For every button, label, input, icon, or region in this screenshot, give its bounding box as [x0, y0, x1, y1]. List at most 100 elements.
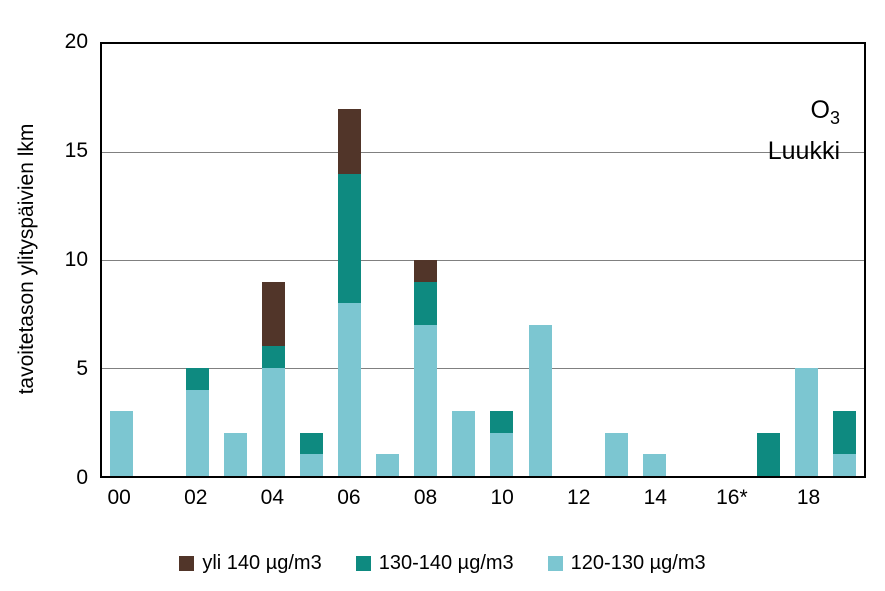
bar-slot-07 [369, 44, 407, 476]
bar-slot-09 [445, 44, 483, 476]
x-tick-spacer [445, 486, 483, 510]
bar-segment-04-yli 140 µg/m3 [261, 281, 285, 347]
y-tick-0: 0 [76, 466, 88, 489]
legend-swatch-icon [179, 556, 195, 571]
bar-slot-17 [750, 44, 788, 476]
bar-01 [148, 44, 171, 476]
legend-item-2: 120-130 µg/m3 [547, 552, 706, 575]
bar-slot-01 [140, 44, 178, 476]
bar-06 [338, 44, 362, 476]
x-tick-14: 14 [643, 486, 667, 509]
legend-label: 120-130 µg/m3 [570, 552, 706, 574]
legend-label: 130-140 µg/m3 [378, 552, 514, 574]
x-tick-18: 18 [796, 486, 821, 509]
pollutant-symbol: O [810, 96, 830, 124]
bar-00 [109, 44, 133, 476]
gridline-5 [102, 368, 864, 369]
bar-03 [223, 44, 247, 476]
x-tick-12: 12 [567, 486, 591, 509]
bar-slot-13 [597, 44, 635, 476]
bar-segment-02-130-140 µg/m3 [185, 368, 209, 390]
x-tick-spacer [674, 486, 712, 510]
bar-segment-11-120-130 µg/m3 [528, 324, 552, 476]
bar-17 [757, 44, 781, 476]
x-tick-16*: 16* [716, 486, 748, 509]
bar-slot-18 [788, 44, 826, 476]
bar-13 [604, 44, 628, 476]
bar-segment-08-120-130 µg/m3 [414, 324, 438, 476]
bar-18 [795, 44, 819, 476]
bar-08 [414, 44, 438, 476]
bar-segment-08-yli 140 µg/m3 [414, 260, 438, 282]
bar-segment-05-120-130 µg/m3 [300, 454, 324, 476]
bar-04 [261, 44, 285, 476]
y-tick-5: 5 [76, 357, 88, 380]
x-tick-04: 04 [260, 486, 285, 509]
y-tick-15: 15 [64, 139, 88, 162]
bar-segment-05-130-140 µg/m3 [300, 432, 324, 455]
bar-10 [490, 44, 514, 476]
bar-09 [452, 44, 476, 476]
bar-segment-17-130-140 µg/m3 [757, 432, 781, 476]
bars-container [102, 44, 864, 476]
bar-slot-12 [559, 44, 597, 476]
bar-slot-10 [483, 44, 521, 476]
x-tick-spacer [215, 486, 253, 510]
station-label: Luukki [767, 137, 840, 165]
legend-item-0: yli 140 µg/m3 [179, 552, 322, 575]
bar-segment-03-120-130 µg/m3 [223, 432, 247, 476]
bar-slot-08 [407, 44, 445, 476]
bar-segment-09-120-130 µg/m3 [452, 411, 476, 476]
bar-slot-11 [521, 44, 559, 476]
bar-slot-04 [254, 44, 292, 476]
bar-slot-19 [826, 44, 864, 476]
bar-segment-19-130-140 µg/m3 [833, 411, 857, 455]
x-tick-labels: 00 02 04 06 08 10 12 14 16* 18 [100, 486, 866, 510]
x-tick-08: 08 [413, 486, 438, 509]
bar-segment-04-130-140 µg/m3 [261, 346, 285, 368]
bar-19 [833, 44, 857, 476]
x-tick-02: 02 [184, 486, 208, 509]
bar-segment-00-120-130 µg/m3 [109, 411, 133, 476]
plot-area: O3 Luukki [100, 42, 866, 478]
bar-segment-08-130-140 µg/m3 [414, 281, 438, 325]
legend-swatch-icon [355, 556, 371, 571]
legend-label: yli 140 µg/m3 [202, 552, 322, 574]
legend-swatch-icon [547, 556, 563, 571]
bar-07 [376, 44, 400, 476]
bar-slot-00 [102, 44, 140, 476]
x-tick-00: 00 [107, 486, 131, 509]
bar-segment-10-120-130 µg/m3 [490, 432, 514, 476]
x-tick-spacer [521, 486, 559, 510]
bar-segment-07-120-130 µg/m3 [376, 454, 400, 476]
pollutant-subscript: 3 [829, 108, 840, 128]
x-tick-spacer [368, 486, 406, 510]
bar-segment-06-120-130 µg/m3 [338, 303, 362, 476]
legend: yli 140 µg/m3 130-140 µg/m3 120-130 µg/m3 [0, 552, 885, 575]
x-tick-spacer [751, 486, 789, 510]
bar-segment-04-120-130 µg/m3 [261, 368, 285, 476]
bar-segment-10-130-140 µg/m3 [490, 411, 514, 433]
bar-slot-15 [673, 44, 711, 476]
bar-slot-06 [331, 44, 369, 476]
bar-segment-06-130-140 µg/m3 [338, 173, 362, 304]
bar-slot-14 [635, 44, 673, 476]
plot-corner-label: O3 Luukki [768, 94, 840, 168]
bar-segment-18-120-130 µg/m3 [795, 368, 819, 476]
y-tick-20: 20 [64, 30, 88, 53]
x-tick-06: 06 [337, 486, 361, 509]
gridline-10 [102, 260, 864, 261]
bar-12 [567, 44, 590, 476]
pollutant-label: O3 [768, 94, 840, 135]
gridline-15 [102, 152, 864, 153]
legend-item-1: 130-140 µg/m3 [355, 552, 514, 575]
bar-slot-05 [292, 44, 330, 476]
bar-16* [719, 44, 742, 476]
bar-slot-16* [712, 44, 750, 476]
x-tick-spacer [598, 486, 636, 510]
x-tick-10: 10 [490, 486, 514, 509]
bar-14 [642, 44, 666, 476]
bar-segment-06-yli 140 µg/m3 [338, 108, 362, 174]
bar-segment-13-120-130 µg/m3 [604, 432, 628, 476]
